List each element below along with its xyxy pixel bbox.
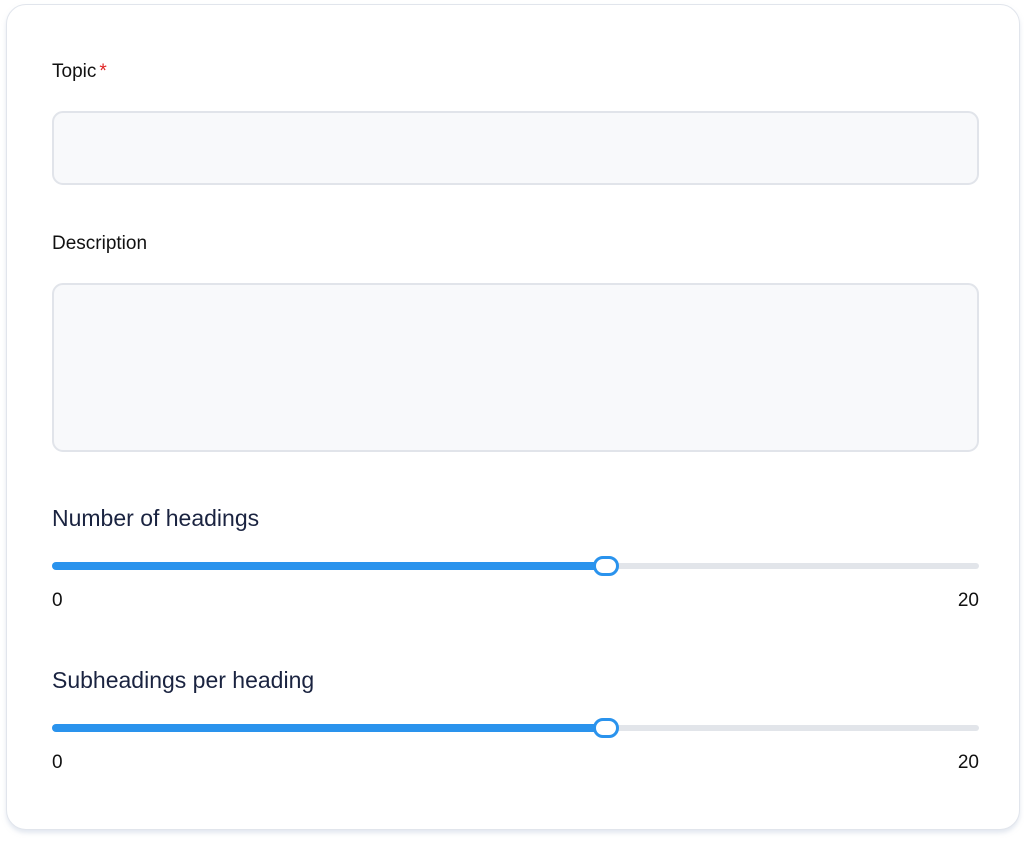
description-label: Description [52, 233, 148, 254]
description-textarea[interactable] [52, 283, 979, 452]
slider-min-label: 0 [52, 590, 63, 611]
number-of-headings-label: Number of headings [52, 505, 260, 531]
slider-thumb[interactable] [592, 556, 619, 576]
slider-fill [52, 562, 606, 570]
subheadings-per-heading-label: Subheadings per heading [52, 667, 315, 693]
slider-max-label: 20 [957, 752, 979, 773]
required-asterisk: * [99, 61, 107, 82]
topic-input[interactable] [52, 111, 979, 185]
number-of-headings-slider[interactable] [52, 553, 979, 579]
slider-fill [52, 724, 606, 732]
topic-label: Topic * [52, 61, 107, 83]
slider-max-label: 20 [957, 590, 979, 611]
slider-min-label: 0 [52, 752, 63, 773]
subheadings-per-heading-slider[interactable] [52, 715, 979, 741]
topic-label-text: Topic [52, 61, 97, 82]
slider-thumb[interactable] [592, 718, 619, 738]
